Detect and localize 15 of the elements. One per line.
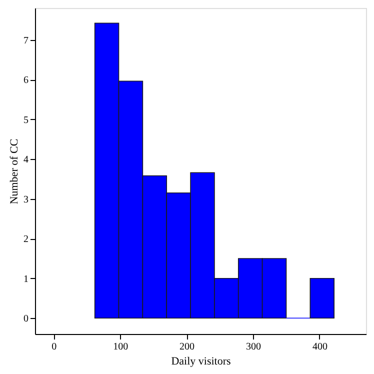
x-axis-title: Daily visitors — [171, 356, 231, 368]
y-tick-label: 0 — [24, 314, 28, 325]
y-tick-label: 5 — [24, 114, 28, 126]
y-tick-label: 1 — [24, 274, 28, 285]
x-tick-label: 100 — [113, 342, 128, 352]
x-tick-label: 400 — [312, 342, 328, 352]
y-tick-label: 3 — [24, 194, 28, 206]
x-tick-label: 300 — [246, 342, 262, 352]
y-tick-label: 6 — [24, 75, 28, 86]
x-tick-label: 0 — [52, 342, 57, 352]
y-axis-title: Number of CC — [8, 138, 20, 204]
y-tick-label: 2 — [24, 234, 28, 246]
y-tick-label: 4 — [24, 154, 28, 166]
x-tick-label: 200 — [180, 342, 195, 352]
y-tick-label: 7 — [24, 35, 28, 46]
